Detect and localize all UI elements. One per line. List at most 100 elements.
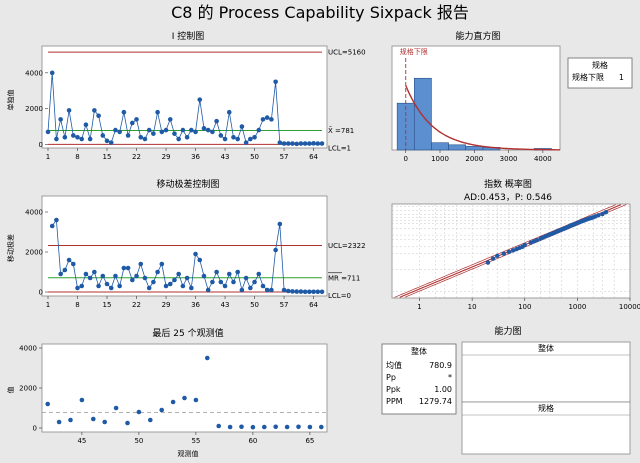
last25-ytick-label: 0 [33,425,37,433]
hist-bar [465,146,484,151]
last25-point [68,417,73,423]
i-chart-point [163,127,169,133]
i-chart-xtick-label: 15 [103,153,112,161]
last25-point [182,395,187,401]
i-chart-point [70,133,76,138]
stat-label-ppk: Ppk [386,385,401,394]
mr-chart-point [146,285,152,291]
mr-chart-point [315,289,321,295]
last25-chart-title: 最后 25 个观测值 [152,327,223,339]
last25-point [307,424,313,430]
last25-point [102,419,107,425]
capability-plot: 整体 规格 [461,341,631,455]
last25-point [250,424,256,430]
last25-point [170,399,176,405]
mr-chart-point [62,267,68,273]
i-chart-center-label: X̄ =781 [328,126,354,135]
i-chart-point [218,133,224,138]
mr-chart-point [201,273,207,279]
hist-xtick-label: 4000 [534,155,552,163]
i-chart-point [189,127,194,133]
i-chart-point [290,141,295,146]
i-chart-point [252,134,257,140]
mr-chart-lcl-label: LCL=0 [328,292,351,300]
i-chart-point [108,140,114,145]
i-chart-point [319,141,325,146]
mr-chart-xtick-label: 57 [280,301,289,309]
last25-point [159,407,164,413]
mr-chart-point [167,281,173,287]
mr-chart-point [231,279,236,285]
mr-chart-point [163,283,169,289]
mr-chart-xtick-label: 64 [309,301,318,309]
hist-bar [413,77,432,151]
mr-chart-xtick-label: 36 [191,301,200,309]
histogram-title: 能力直方图 [455,30,500,42]
mr-chart-point [108,285,114,291]
mr-chart-point [226,271,232,277]
i-chart-point [315,141,321,146]
stat-value-ppm: 1279.74 [419,397,452,406]
hist-xtick-label: 0 [403,155,407,163]
mr-chart-xtick-label: 15 [103,301,112,309]
i-chart-point [100,133,106,138]
i-chart-point [104,138,110,144]
mr-chart-point [79,283,85,289]
mr-chart-point [193,251,198,257]
stat-value-pp: * [448,373,452,382]
i-chart-point [159,129,165,135]
i-chart-point [62,134,68,140]
mr-chart-xtick-label: 50 [250,301,259,309]
i-chart-ytick-label: 4000 [25,69,43,77]
last25-point [227,424,233,430]
mr-chart-ytick-label: 4000 [25,209,43,217]
last25-point [284,424,290,430]
hist-fit-curve [405,85,560,151]
prob-xtick-label: 1000 [568,303,586,311]
mr-chart-point [197,257,203,263]
mr-chart-point [180,283,186,289]
i-chart-point [235,136,240,142]
last25-xtick-label: 45 [77,437,86,445]
i-chart-point [222,136,228,142]
last25-point [113,405,119,411]
i-chart-point [172,131,177,136]
mr-chart-point [189,285,194,291]
mr-chart-point [172,277,177,283]
i-chart-ylabel: 单独值 [6,90,15,111]
prob-point [490,256,496,261]
mr-chart-point [87,275,93,281]
i-chart-point [281,141,287,146]
mr-chart-point [113,273,118,279]
i-chart-point [298,141,304,146]
i-chart-point [45,129,51,135]
hist-xtick-label: 1000 [431,155,449,163]
mr-chart-point [83,271,89,277]
last25-point [148,417,153,423]
i-chart-point [146,127,152,133]
i-chart-point [302,141,308,146]
mr-chart-point [273,247,278,253]
mr-chart-point [252,279,257,285]
spec-legend-label: 规格下限 [572,72,604,82]
stats-title: 整体 [411,346,427,356]
i-chart-title: I 控制图 [172,30,205,42]
stat-label-mean: 均值 [386,360,402,370]
mr-chart-point [205,287,211,293]
last25-xtick-label: 65 [305,437,314,445]
mr-chart-point [256,271,262,277]
i-chart-point [176,136,181,142]
mr-chart-point [58,271,63,277]
i-chart-xtick-label: 36 [191,153,200,161]
mr-chart-point [264,287,270,293]
mr-chart-ucl-label: UCL=2322 [328,242,366,250]
prob-point [485,260,491,265]
spec-legend-box: 规格 规格下限 1 [567,57,633,89]
i-chart-xtick-label: 8 [75,153,79,161]
hist-lsl-label: 规格下限 [400,47,428,56]
mr-chart-point [235,269,240,275]
mr-chart-ylabel: 移动极差 [6,234,15,262]
mr-chart-point [155,269,160,275]
mr-chart-xtick-label: 1 [46,301,50,309]
i-chart-point [210,129,215,135]
